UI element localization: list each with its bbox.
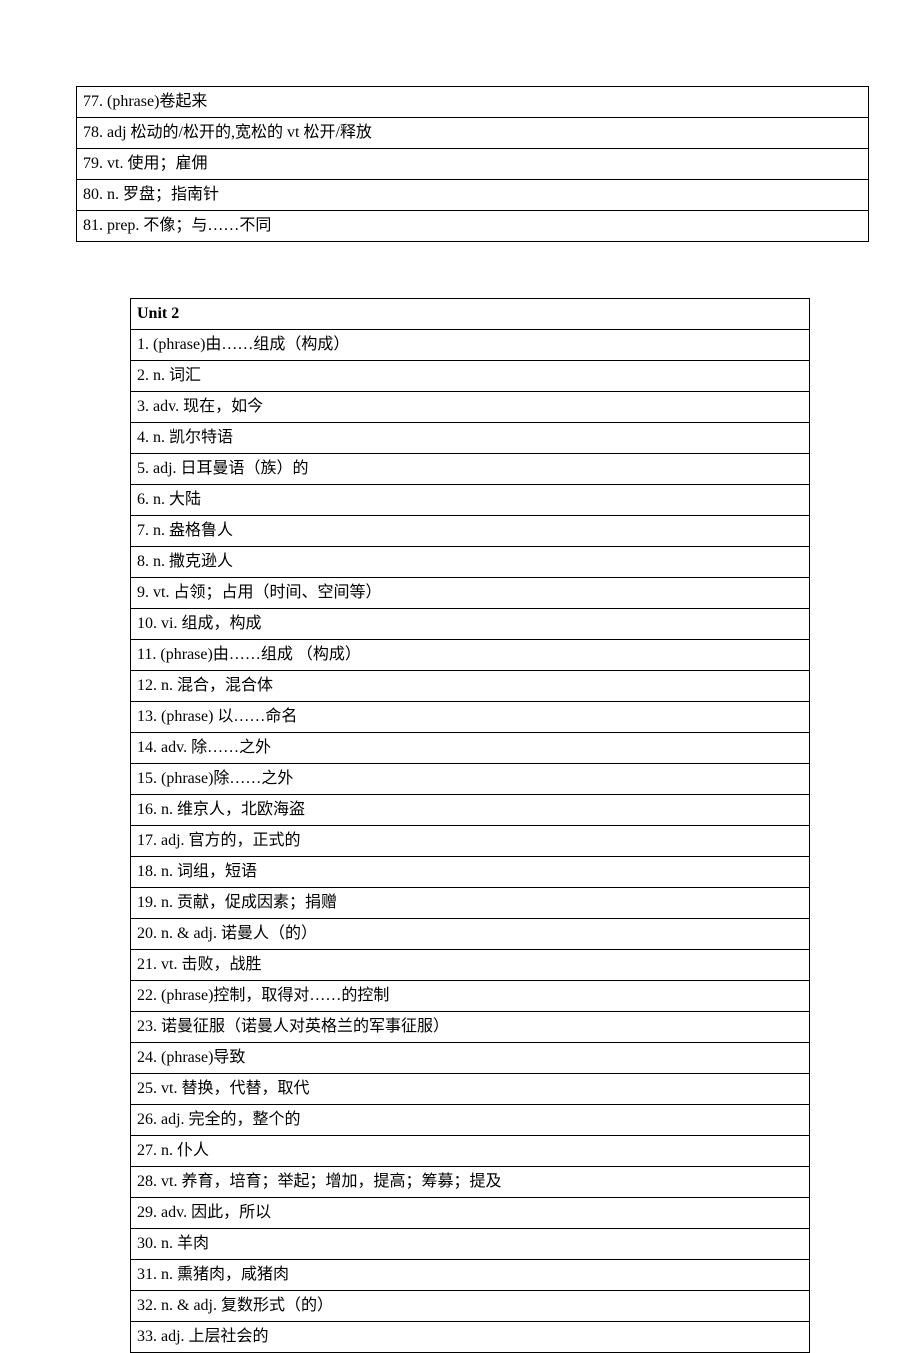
- vocab-cell: 27. n. 仆人: [131, 1136, 810, 1167]
- vocab-cell: 11. (phrase)由……组成 （构成）: [131, 640, 810, 671]
- table-row: 15. (phrase)除……之外: [131, 764, 810, 795]
- top-table-body: 77. (phrase)卷起来78. adj 松动的/松开的,宽松的 vt 松开…: [77, 87, 869, 242]
- bottom-table: Unit 2 1. (phrase)由……组成（构成）2. n. 词汇3. ad…: [130, 298, 810, 1353]
- vocab-cell: 8. n. 撒克逊人: [131, 547, 810, 578]
- vocab-cell: 5. adj. 日耳曼语（族）的: [131, 454, 810, 485]
- vocab-cell: 15. (phrase)除……之外: [131, 764, 810, 795]
- table-row: 4. n. 凯尔特语: [131, 423, 810, 454]
- table-row: 32. n. & adj. 复数形式（的）: [131, 1291, 810, 1322]
- bottom-table-body: Unit 2 1. (phrase)由……组成（构成）2. n. 词汇3. ad…: [131, 299, 810, 1353]
- table-row: 6. n. 大陆: [131, 485, 810, 516]
- vocab-cell: 9. vt. 占领；占用（时间、空间等）: [131, 578, 810, 609]
- vocab-cell: 6. n. 大陆: [131, 485, 810, 516]
- table-row: 28. vt. 养育，培育；举起；增加，提高；筹募；提及: [131, 1167, 810, 1198]
- table-row: 31. n. 熏猪肉，咸猪肉: [131, 1260, 810, 1291]
- vocab-cell: 1. (phrase)由……组成（构成）: [131, 330, 810, 361]
- vocab-cell: 19. n. 贡献，促成因素；捐赠: [131, 888, 810, 919]
- vocab-cell: 16. n. 维京人，北欧海盗: [131, 795, 810, 826]
- vocab-cell: 30. n. 羊肉: [131, 1229, 810, 1260]
- vocab-cell: 13. (phrase) 以……命名: [131, 702, 810, 733]
- vocab-cell: 2. n. 词汇: [131, 361, 810, 392]
- table-row: 17. adj. 官方的，正式的: [131, 826, 810, 857]
- vocab-cell: 77. (phrase)卷起来: [77, 87, 869, 118]
- table-row: 29. adv. 因此，所以: [131, 1198, 810, 1229]
- table-row: 12. n. 混合，混合体: [131, 671, 810, 702]
- table-row: 14. adv. 除……之外: [131, 733, 810, 764]
- table-row: 21. vt. 击败，战胜: [131, 950, 810, 981]
- table-row: 79. vt. 使用；雇佣: [77, 149, 869, 180]
- table-row: 27. n. 仆人: [131, 1136, 810, 1167]
- vocab-cell: 32. n. & adj. 复数形式（的）: [131, 1291, 810, 1322]
- table-row: 80. n. 罗盘；指南针: [77, 180, 869, 211]
- table-row: 23. 诺曼征服（诺曼人对英格兰的军事征服）: [131, 1012, 810, 1043]
- table-row: 33. adj. 上层社会的: [131, 1322, 810, 1353]
- table-row: 10. vi. 组成，构成: [131, 609, 810, 640]
- vocab-cell: 78. adj 松动的/松开的,宽松的 vt 松开/释放: [77, 118, 869, 149]
- table-row: 26. adj. 完全的，整个的: [131, 1105, 810, 1136]
- vocab-cell: 3. adv. 现在，如今: [131, 392, 810, 423]
- table-row: 7. n. 盎格鲁人: [131, 516, 810, 547]
- table-row: 16. n. 维京人，北欧海盗: [131, 795, 810, 826]
- table-row: 22. (phrase)控制，取得对……的控制: [131, 981, 810, 1012]
- table-row: 18. n. 词组，短语: [131, 857, 810, 888]
- top-table: 77. (phrase)卷起来78. adj 松动的/松开的,宽松的 vt 松开…: [76, 86, 869, 242]
- vocab-cell: 23. 诺曼征服（诺曼人对英格兰的军事征服）: [131, 1012, 810, 1043]
- table-row: 24. (phrase)导致: [131, 1043, 810, 1074]
- table-row: 30. n. 羊肉: [131, 1229, 810, 1260]
- table-row: 11. (phrase)由……组成 （构成）: [131, 640, 810, 671]
- vocab-cell: 20. n. & adj. 诺曼人（的）: [131, 919, 810, 950]
- vocab-cell: 29. adv. 因此，所以: [131, 1198, 810, 1229]
- vocab-cell: 33. adj. 上层社会的: [131, 1322, 810, 1353]
- vocab-cell: 24. (phrase)导致: [131, 1043, 810, 1074]
- table-row: 2. n. 词汇: [131, 361, 810, 392]
- vocab-cell: 81. prep. 不像；与……不同: [77, 211, 869, 242]
- vocab-cell: 14. adv. 除……之外: [131, 733, 810, 764]
- table-row: 78. adj 松动的/松开的,宽松的 vt 松开/释放: [77, 118, 869, 149]
- table-row: 81. prep. 不像；与……不同: [77, 211, 869, 242]
- table-row: 3. adv. 现在，如今: [131, 392, 810, 423]
- table-row: 25. vt. 替换，代替，取代: [131, 1074, 810, 1105]
- vocab-cell: 79. vt. 使用；雇佣: [77, 149, 869, 180]
- vocab-cell: 10. vi. 组成，构成: [131, 609, 810, 640]
- table-row: 20. n. & adj. 诺曼人（的）: [131, 919, 810, 950]
- vocab-cell: 26. adj. 完全的，整个的: [131, 1105, 810, 1136]
- table-row: 8. n. 撒克逊人: [131, 547, 810, 578]
- vocab-cell: 4. n. 凯尔特语: [131, 423, 810, 454]
- vocab-cell: 21. vt. 击败，战胜: [131, 950, 810, 981]
- table-row: 9. vt. 占领；占用（时间、空间等）: [131, 578, 810, 609]
- vocab-cell: 25. vt. 替换，代替，取代: [131, 1074, 810, 1105]
- table-row: 19. n. 贡献，促成因素；捐赠: [131, 888, 810, 919]
- vocab-cell: 7. n. 盎格鲁人: [131, 516, 810, 547]
- table-row: 77. (phrase)卷起来: [77, 87, 869, 118]
- unit-header: Unit 2: [131, 299, 810, 330]
- table-header-row: Unit 2: [131, 299, 810, 330]
- vocab-cell: 31. n. 熏猪肉，咸猪肉: [131, 1260, 810, 1291]
- table-row: 5. adj. 日耳曼语（族）的: [131, 454, 810, 485]
- vocab-cell: 17. adj. 官方的，正式的: [131, 826, 810, 857]
- page: 77. (phrase)卷起来78. adj 松动的/松开的,宽松的 vt 松开…: [0, 86, 920, 1353]
- vocab-cell: 22. (phrase)控制，取得对……的控制: [131, 981, 810, 1012]
- vocab-cell: 18. n. 词组，短语: [131, 857, 810, 888]
- table-row: 13. (phrase) 以……命名: [131, 702, 810, 733]
- vocab-cell: 28. vt. 养育，培育；举起；增加，提高；筹募；提及: [131, 1167, 810, 1198]
- vocab-cell: 12. n. 混合，混合体: [131, 671, 810, 702]
- vocab-cell: 80. n. 罗盘；指南针: [77, 180, 869, 211]
- table-row: 1. (phrase)由……组成（构成）: [131, 330, 810, 361]
